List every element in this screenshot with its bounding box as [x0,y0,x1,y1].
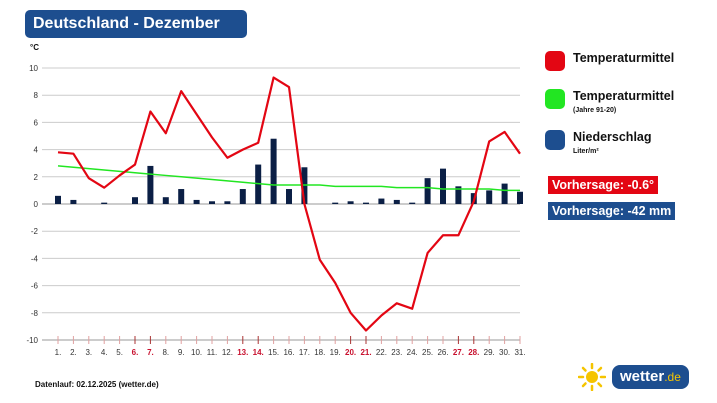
x-tick-label: 6. [132,348,139,357]
precip-bar [378,198,385,204]
x-tick-label: 22. [376,348,387,357]
temp-line [57,76,521,332]
legend-temp: Temperaturmittel [545,51,674,71]
x-tick-label: 3. [85,348,92,357]
x-tick-label: 1. [55,348,62,357]
y-tick-label: -6 [31,282,39,291]
x-tick-label: 5. [116,348,123,357]
precip-bar [440,168,446,204]
chart-plot: °C 10 8 6 4 2 0 -2 -4 -6 -8 -10 1. 2. 3. 4. 5. 6. 7. 8. 9. 1… [26,43,525,357]
y-tick-label: 0 [34,200,39,209]
precip-bar [486,190,493,204]
x-tick-label: 23. [391,348,402,357]
precip-bar [286,189,292,204]
x-tick-label: 24. [407,348,418,357]
forecast-precip: Vorhersage: -42 mm [548,202,676,220]
precip-bar [162,197,169,204]
y-tick-label: -2 [31,227,39,236]
x-tick-label: 16. [283,348,294,357]
precip-bar [363,202,369,204]
x-tick-label: 31. [514,348,525,357]
x-tick-label: 19. [330,348,341,357]
x-tick-label: 2. [70,348,77,357]
precip-bar [55,195,61,204]
x-tick-label: 28. [468,348,479,357]
x-tick-label: 7. [147,348,154,357]
forecast-temp: Vorhersage: -0.6° [548,176,659,194]
x-tick-label: 10. [191,348,202,357]
x-tick-label: 18. [314,348,325,357]
logo-tld: .de [664,370,681,384]
legend-label: Niederschlag [573,130,652,144]
legend-swatch-temp [545,51,565,71]
legend-precip: Niederschlag Liter/m² [545,130,652,156]
x-tick-label: 27. [453,348,464,357]
precip-bar [132,197,138,204]
x-tick-label: 29. [484,348,495,357]
y-tick-label: -10 [26,336,38,345]
precip-bar [501,183,508,204]
legend-sub: Liter/m² [573,148,599,155]
precip-bar [224,201,231,204]
precip-bar [409,202,416,204]
y-tick-label: -8 [31,309,39,318]
precip-bar [517,191,523,204]
x-tick-label: 30. [499,348,510,357]
x-tick-label: 15. [268,348,279,357]
x-tick-label: 13. [237,348,248,357]
legend-label: Temperaturmittel [573,51,675,65]
footer-data-run: Datenlauf: 02.12.2025 (wetter.de) [35,380,159,389]
wetter-logo[interactable]: wetter.de [578,363,689,391]
x-tick-label: 12. [222,348,233,357]
x-tick-label: 14. [253,348,264,357]
y-tick-label: 2 [34,173,39,182]
precip-bar [70,199,77,204]
logo-main: wetter [620,368,665,385]
legend-normal: Temperaturmittel (Jahre 91-20) [545,89,674,115]
precip-bar [455,186,462,204]
x-tick-label: 4. [101,348,108,357]
x-tick-label: 9. [178,348,185,357]
y-tick-label: 6 [34,118,39,127]
precip-bar [347,201,354,204]
precip-bar [193,199,200,204]
x-tick-label: 20. [345,348,356,357]
x-tick-label: 17. [299,348,310,357]
x-tick-label: 25. [422,348,433,357]
precip-bar [209,201,215,204]
precip-bar [178,189,185,204]
precip-bar [239,189,246,204]
precip-bar [101,202,108,204]
legend-swatch-normal [545,89,565,109]
y-tick-label: 4 [34,146,39,155]
x-tick-label: 21. [360,348,371,357]
x-tick-label: 8. [162,348,169,357]
precip-bar [147,165,154,204]
chart-title: Deutschland - Dezember [25,10,247,38]
precip-bar [332,202,339,204]
precip-bar [270,138,277,204]
logo-wordmark: wetter.de [612,365,689,389]
legend-swatch-precip [545,130,565,150]
sun-icon [578,363,606,391]
y-tick-label: -4 [31,254,39,263]
x-tick-label: 11. [207,348,218,357]
normal-temp-line [57,165,520,192]
y-tick-label: 10 [29,64,38,73]
legend-sub: (Jahre 91-20) [573,107,617,114]
legend-label: Temperaturmittel [573,89,675,103]
y-axis-label: °C [30,43,39,52]
x-tick-label: 26. [437,348,448,357]
precip-bar [393,199,400,204]
precip-bar [424,178,431,204]
y-tick-label: 8 [34,91,39,100]
